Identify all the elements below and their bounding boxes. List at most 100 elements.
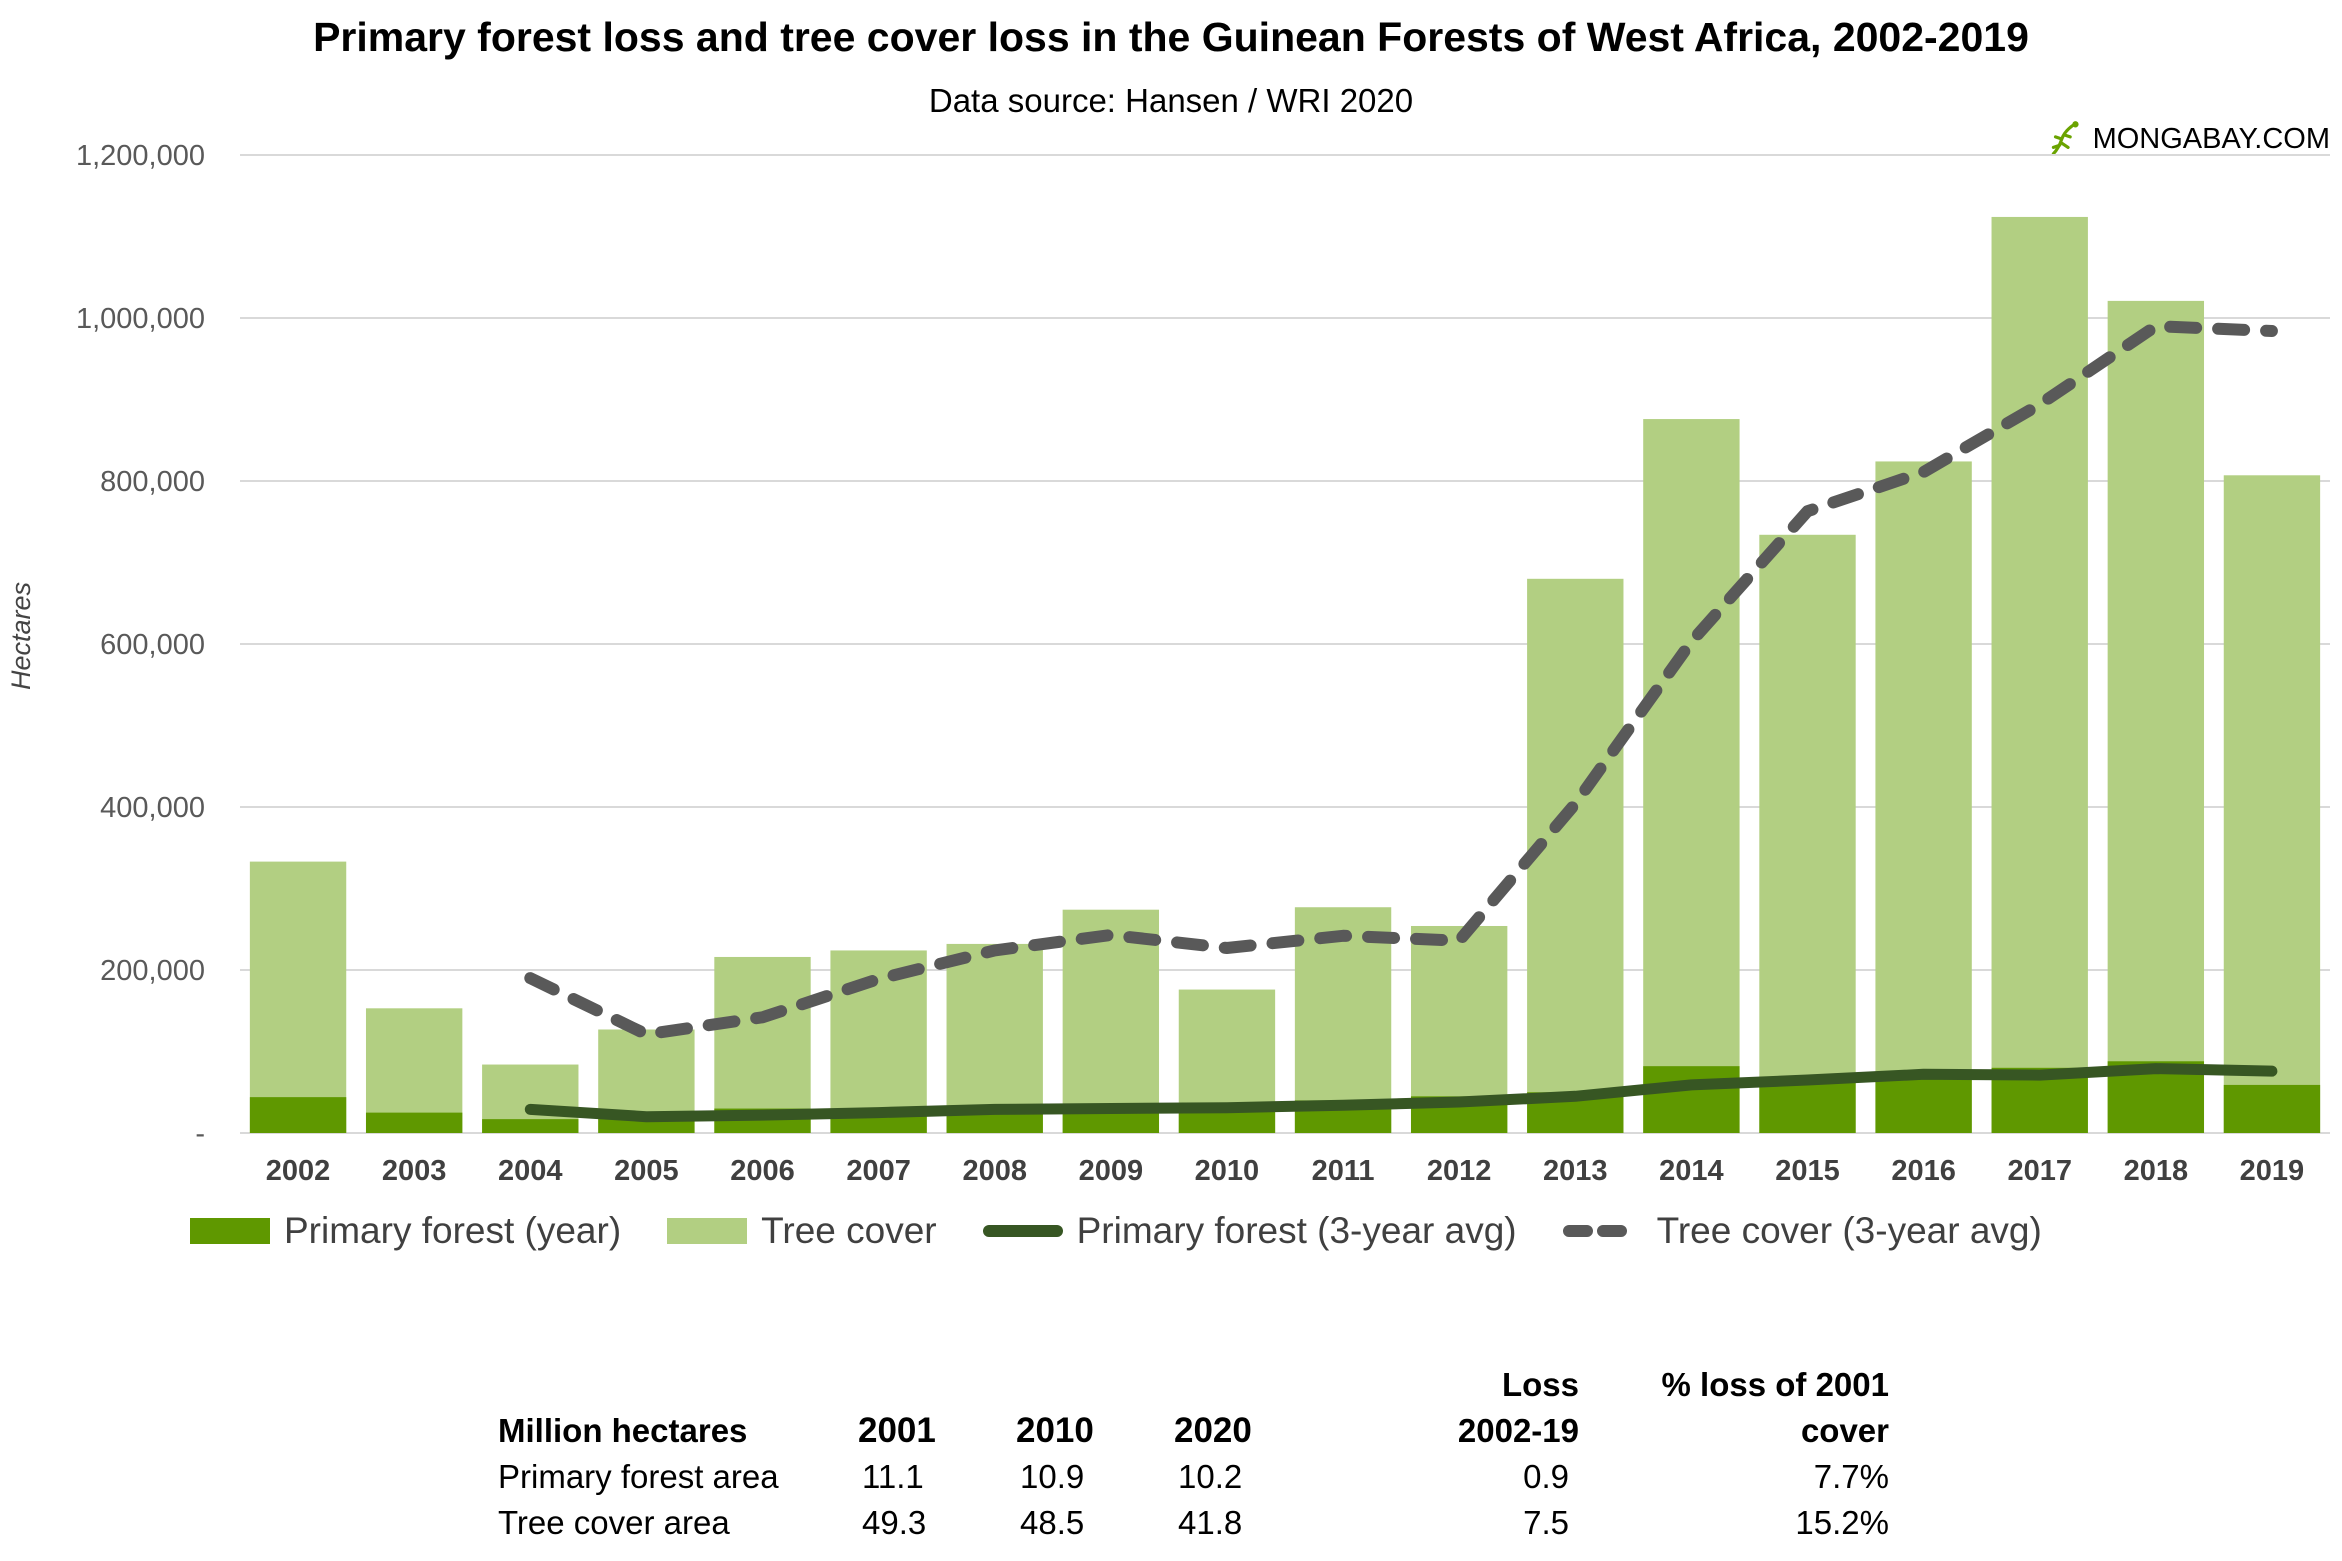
- legend: Primary forest (year) Tree cover Primary…: [190, 1210, 2088, 1252]
- legend-label-tree-avg: Tree cover (3-year avg): [1656, 1210, 2042, 1251]
- chart-subtitle: Data source: Hansen / WRI 2020: [928, 82, 1414, 119]
- table-header-cell: [498, 1362, 858, 1408]
- tree-cover-bar: [830, 950, 927, 1133]
- legend-label-tree-cover: Tree cover: [761, 1210, 937, 1251]
- primary-forest-bar: [365, 1112, 463, 1133]
- tree-cover-bar: [2223, 475, 2321, 1133]
- bars: [249, 216, 2321, 1133]
- y-tick-label: 600,000: [100, 629, 205, 661]
- x-tick-label: 2017: [2007, 1155, 2072, 1187]
- tree-cover-avg-line: [524, 320, 2278, 1041]
- table-cell: 49.3: [862, 1504, 927, 1541]
- table-cell: Tree cover area: [498, 1504, 730, 1541]
- x-tick-label: 2016: [1891, 1155, 1956, 1187]
- x-tick-label: 2005: [614, 1155, 679, 1187]
- primary-forest-bar: [482, 1119, 579, 1133]
- x-tick-label: 2004: [498, 1155, 563, 1187]
- tree-cover-bar: [1875, 461, 1972, 1133]
- x-tick-label: 2003: [382, 1155, 447, 1187]
- table-header-row-top: Loss % loss of 2001: [498, 1362, 1889, 1408]
- y-tick-label: 1,000,000: [76, 303, 205, 335]
- table-header-cell: 2020: [1174, 1411, 1252, 1450]
- legend-label-primary-avg: Primary forest (3-year avg): [1076, 1210, 1517, 1251]
- table-header-cell: [858, 1362, 1016, 1408]
- gecko-icon: [2051, 121, 2079, 156]
- legend-item-primary-avg: Primary forest (3-year avg): [982, 1210, 1517, 1252]
- x-tick-label: 2014: [1659, 1155, 1724, 1187]
- x-tick-label: 2009: [1079, 1155, 1144, 1187]
- legend-swatch-tree-avg: [1562, 1225, 1643, 1237]
- y-tick-label: 200,000: [100, 955, 205, 987]
- x-tick-label: 2019: [2240, 1155, 2305, 1187]
- table-cell: 7.5: [1523, 1504, 1569, 1541]
- table-header-cell: % loss of 2001: [1661, 1366, 1889, 1403]
- y-tick-label: 1,200,000: [76, 140, 205, 172]
- table-header-cell: 2002-19: [1457, 1412, 1579, 1449]
- y-axis: - 200,000 400,000 600,000 800,000 1,000,000 1,…: [76, 140, 205, 1150]
- table-header-row: Million hectares 2001 2010 2020 2002-19 …: [498, 1408, 1889, 1454]
- table-header-cell: cover: [1800, 1412, 1889, 1449]
- legend-item-primary-year: Primary forest (year): [190, 1210, 621, 1252]
- legend-item-tree-avg: Tree cover (3-year avg): [1562, 1210, 2042, 1252]
- x-axis: 2002 2003 2004 2005 2006 2007 2008 2009 2010 2011…: [266, 1155, 2304, 1187]
- x-tick-label: 2015: [1775, 1155, 1840, 1187]
- table-cell: Primary forest area: [498, 1458, 779, 1495]
- chart-plot: - 200,000 400,000 600,000 800,000 1,000,000 1,…: [76, 140, 2330, 1187]
- tree-cover-bar: [714, 956, 811, 1133]
- y-tick-label: 400,000: [100, 792, 205, 824]
- table-header-cell: Million hectares: [498, 1412, 748, 1449]
- gridlines: [240, 154, 2330, 1134]
- table-header-cell: [1016, 1362, 1174, 1408]
- table-cell: 15.2%: [1795, 1504, 1889, 1541]
- summary-table: Loss % loss of 2001 Million hectares 200…: [498, 1362, 1889, 1546]
- table-row: Primary forest area 11.1 10.9 10.2 0.9 7…: [498, 1454, 1889, 1500]
- x-tick-label: 2011: [1312, 1155, 1375, 1187]
- tree-cover-bar: [1991, 216, 2088, 1133]
- primary-forest-bar: [249, 1097, 347, 1133]
- brand-logo: MONGABAY.COM: [2045, 118, 2330, 160]
- x-tick-label: 2007: [846, 1155, 911, 1187]
- legend-item-tree-cover: Tree cover: [667, 1210, 937, 1252]
- table-header-cell: Loss: [1501, 1366, 1579, 1403]
- table-cell: 10.9: [1020, 1458, 1085, 1495]
- table-cell: 7.7%: [1813, 1458, 1889, 1495]
- primary-forest-bar: [1875, 1075, 1972, 1133]
- lines: [524, 320, 2278, 1123]
- table-header-cell: 2001: [858, 1411, 936, 1450]
- tree-cover-bar: [1759, 534, 1856, 1133]
- primary-forest-bar: [1643, 1066, 1740, 1133]
- table-cell: 11.1: [862, 1458, 924, 1495]
- tree-cover-bar: [2107, 300, 2205, 1133]
- tree-cover-bar: [1527, 578, 1624, 1133]
- tree-cover-bar: [946, 943, 1043, 1133]
- tree-cover-bar: [1643, 419, 1740, 1133]
- tree-cover-bar: [249, 861, 347, 1133]
- table-cell: 41.8: [1178, 1504, 1243, 1541]
- x-tick-label: 2008: [962, 1155, 1027, 1187]
- table-header-cell: 2010: [1016, 1411, 1094, 1450]
- tree-cover-bar: [365, 1008, 463, 1133]
- x-tick-label: 2013: [1543, 1155, 1608, 1187]
- brand-text: MONGABAY.COM: [2092, 122, 2330, 155]
- chart-title: Primary forest loss and tree cover loss …: [313, 14, 2029, 60]
- legend-swatch-primary-year: [190, 1218, 270, 1244]
- table-cell: 10.2: [1178, 1458, 1243, 1495]
- tree-cover-bar: [1294, 907, 1392, 1133]
- legend-swatch-primary-avg: [982, 1225, 1063, 1237]
- table-header-cell: [1174, 1362, 1334, 1408]
- x-tick-label: 2006: [730, 1155, 795, 1187]
- y-tick-label: -: [195, 1118, 205, 1150]
- y-tick-label: 800,000: [100, 466, 205, 498]
- primary-forest-bar: [1759, 1081, 1856, 1133]
- x-tick-label: 2002: [266, 1155, 331, 1187]
- x-tick-label: 2018: [2124, 1155, 2189, 1187]
- table-cell: 0.9: [1523, 1458, 1569, 1495]
- primary-forest-bar: [598, 1118, 695, 1133]
- primary-forest-avg-line: [524, 1063, 2278, 1123]
- x-tick-label: 2012: [1427, 1155, 1492, 1187]
- legend-swatch-tree-cover: [667, 1218, 748, 1244]
- tree-cover-bar: [1062, 909, 1160, 1133]
- x-tick-label: 2010: [1195, 1155, 1260, 1187]
- primary-forest-bar: [2223, 1084, 2321, 1133]
- table-row: Tree cover area 49.3 48.5 41.8 7.5 15.2%: [498, 1500, 1889, 1546]
